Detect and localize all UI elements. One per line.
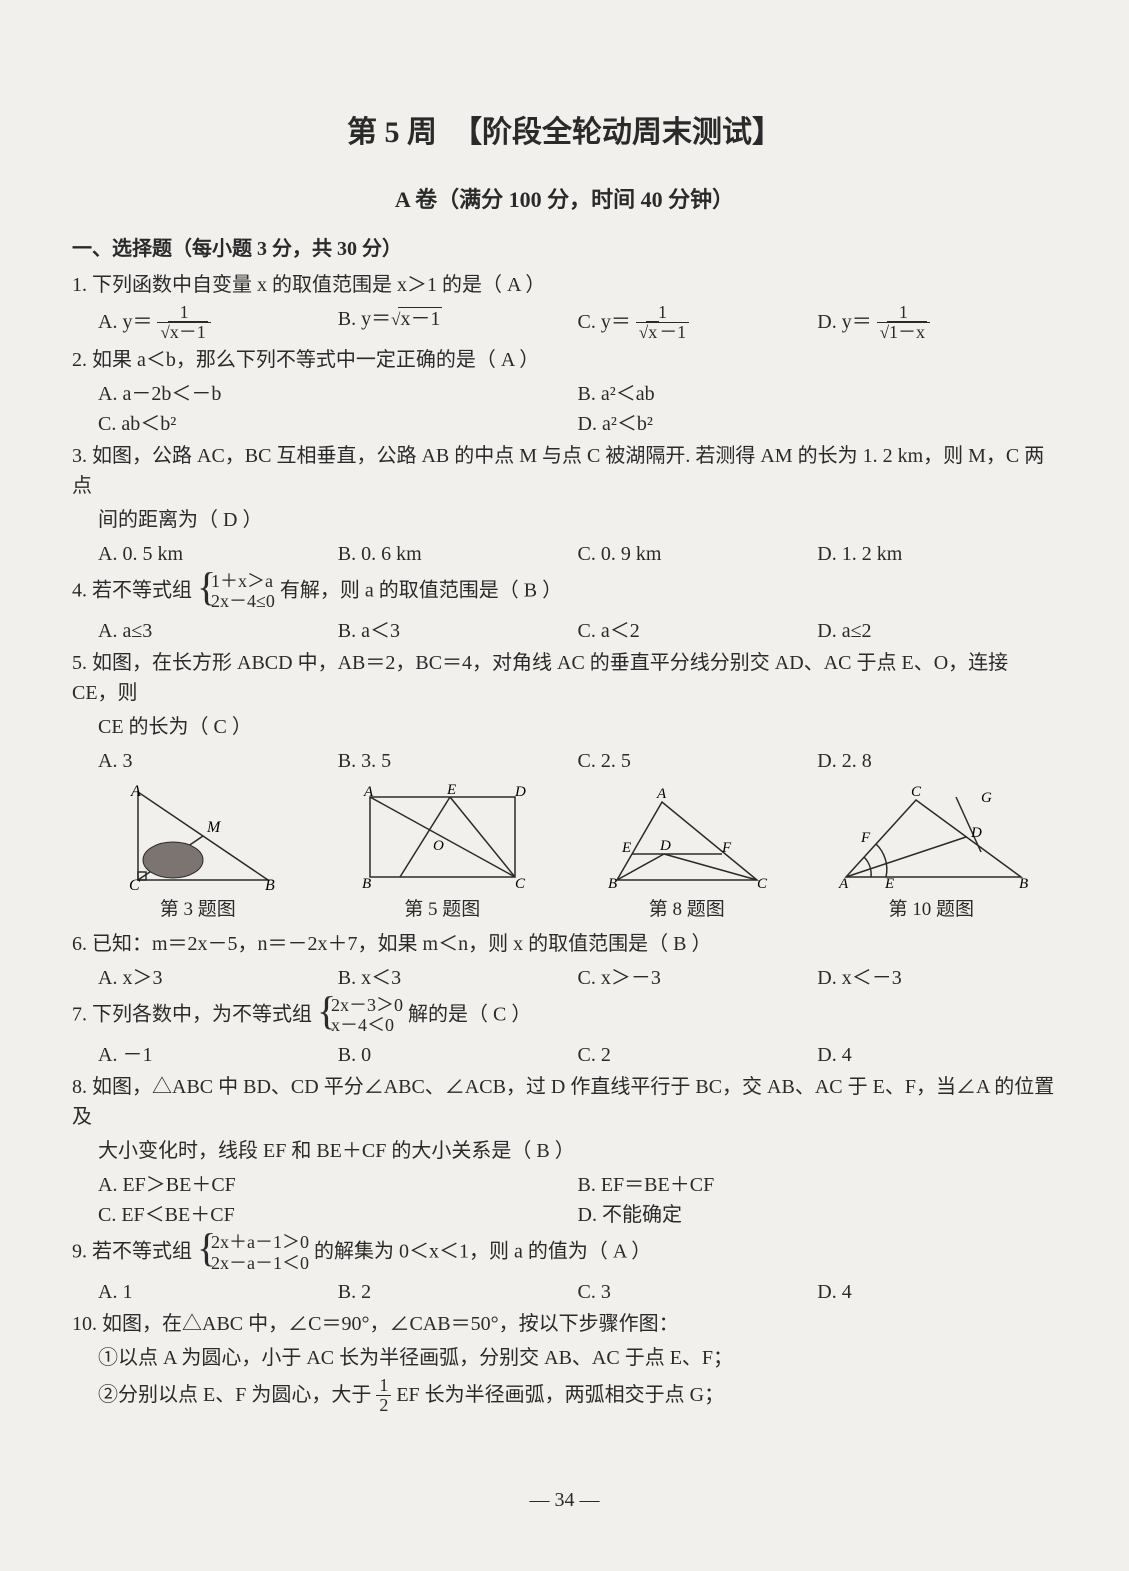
fig-q5: A E D B C O 第 5 题图 <box>326 782 558 925</box>
q9-opt-b: B. 2 <box>338 1277 578 1307</box>
q3-opt-c: C. 0. 9 km <box>578 539 818 569</box>
q2-options: A. a－2b＜－b B. a²＜ab C. ab＜b² D. a²＜b² <box>72 379 1057 439</box>
q1-opt-d: D. y＝ 11－x <box>817 304 1057 343</box>
q7-opt-d: D. 4 <box>817 1040 1057 1070</box>
q5-opt-d: D. 2. 8 <box>817 746 1057 776</box>
q9-options: A. 1 B. 2 C. 3 D. 4 <box>72 1277 1057 1307</box>
q4-opt-d: D. a≤2 <box>817 616 1057 646</box>
q10-stem: 10. 如图，在△ABC 中，∠C＝90°，∠CAB＝50°，按以下步骤作图： <box>72 1309 1057 1339</box>
q7-opt-c: C. 2 <box>578 1040 818 1070</box>
q6-opt-c: C. x＞－3 <box>578 963 818 993</box>
q6-options: A. x＞3 B. x＜3 C. x＞－3 D. x＜－3 <box>72 963 1057 993</box>
q3-stem-l1: 3. 如图，公路 AC，BC 互相垂直，公路 AB 的中点 M 与点 C 被湖隔… <box>72 441 1057 501</box>
fig-q8: A B C E D F 第 8 题图 <box>571 782 803 925</box>
svg-text:C: C <box>757 876 768 892</box>
q7-options: A. －1 B. 0 C. 2 D. 4 <box>72 1040 1057 1070</box>
q8-stem-l2: 大小变化时，线段 EF 和 BE＋CF 的大小关系是（ B ） <box>72 1136 1057 1166</box>
q9-opt-c: C. 3 <box>578 1277 818 1307</box>
fig-q5-caption: 第 5 题图 <box>326 896 558 925</box>
q4-options: A. a≤3 B. a＜3 C. a＜2 D. a≤2 <box>72 616 1057 646</box>
fig-q3: A C B M 第 3 题图 <box>82 782 314 925</box>
q4-opt-c: C. a＜2 <box>578 616 818 646</box>
q7-opt-b: B. 0 <box>338 1040 578 1070</box>
q6-opt-d: D. x＜－3 <box>817 963 1057 993</box>
q2-opt-c: C. ab＜b² <box>98 409 578 439</box>
page-footer: — 34 — <box>0 1485 1129 1515</box>
svg-text:B: B <box>1019 876 1028 892</box>
q7-stem: 7. 下列各数中，为不等式组 2x－3＞0x－4＜0 解的是（ C ） <box>72 995 1057 1036</box>
fig-q8-caption: 第 8 题图 <box>571 896 803 925</box>
q9-stem: 9. 若不等式组 2x＋a－1＞02x－a－1＜0 的解集为 0＜x＜1，则 a… <box>72 1232 1057 1273</box>
q7-opt-a: A. －1 <box>98 1040 338 1070</box>
q6-stem: 6. 已知：m＝2x－5，n＝－2x＋7，如果 m＜n，则 x 的取值范围是（ … <box>72 929 1057 959</box>
q5-opt-b: B. 3. 5 <box>338 746 578 776</box>
q2-opt-a: A. a－2b＜－b <box>98 379 578 409</box>
q5-stem-l2: CE 的长为（ C ） <box>72 712 1057 742</box>
fig-q10-caption: 第 10 题图 <box>815 896 1047 925</box>
q1-options: A. y＝ 1x－1 B. y＝x－1 C. y＝ 1x－1 D. y＝ 11－… <box>72 304 1057 343</box>
svg-text:C: C <box>515 876 526 892</box>
svg-text:M: M <box>206 819 222 836</box>
q4-opt-a: A. a≤3 <box>98 616 338 646</box>
q1-opt-c: C. y＝ 1x－1 <box>578 304 818 343</box>
q2-opt-b: B. a²＜ab <box>578 379 1058 409</box>
svg-text:D: D <box>970 825 982 841</box>
svg-text:A: A <box>363 784 374 800</box>
q3-stem-l2: 间的距离为（ D ） <box>72 505 1057 535</box>
q4-opt-b: B. a＜3 <box>338 616 578 646</box>
q1-stem: 1. 下列函数中自变量 x 的取值范围是 x＞1 的是（ A ） <box>72 270 1057 300</box>
q10-step1: ①以点 A 为圆心，小于 AC 长为半径画弧，分别交 AB、AC 于点 E、F； <box>72 1343 1057 1373</box>
q3-options: A. 0. 5 km B. 0. 6 km C. 0. 9 km D. 1. 2… <box>72 539 1057 569</box>
q8-opt-d: D. 不能确定 <box>578 1200 1058 1230</box>
q5-opt-a: A. 3 <box>98 746 338 776</box>
svg-text:D: D <box>514 784 526 800</box>
fig-q10: A B C D E F G 第 10 题图 <box>815 782 1047 925</box>
q8-stem-l1: 8. 如图，△ABC 中 BD、CD 平分∠ABC、∠ACB，过 D 作直线平行… <box>72 1072 1057 1132</box>
q8-opt-a: A. EF＞BE＋CF <box>98 1170 578 1200</box>
svg-text:B: B <box>608 876 617 892</box>
q5-opt-c: C. 2. 5 <box>578 746 818 776</box>
q3-opt-b: B. 0. 6 km <box>338 539 578 569</box>
q10-step2: ②分别以点 E、F 为圆心，大于 12 EF 长为半径画弧，两弧相交于点 G； <box>72 1377 1057 1416</box>
q5-stem-l1: 5. 如图，在长方形 ABCD 中，AB＝2，BC＝4，对角线 AC 的垂直平分… <box>72 648 1057 708</box>
section-1-heading: 一、选择题（每小题 3 分，共 30 分） <box>72 234 1057 264</box>
q9-opt-a: A. 1 <box>98 1277 338 1307</box>
subtitle: A 卷（满分 100 分，时间 40 分钟） <box>72 183 1057 216</box>
svg-text:C: C <box>129 877 140 892</box>
svg-text:B: B <box>362 876 371 892</box>
q9-opt-d: D. 4 <box>817 1277 1057 1307</box>
q6-opt-b: B. x＜3 <box>338 963 578 993</box>
q1-opt-a: A. y＝ 1x－1 <box>98 304 338 343</box>
page-title: 第 5 周 【阶段全轮动周末测试】 <box>72 110 1057 155</box>
svg-text:A: A <box>838 876 849 892</box>
q4-stem: 4. 若不等式组 1＋x＞a2x－4≤0 有解，则 a 的取值范围是（ B ） <box>72 571 1057 612</box>
svg-text:E: E <box>884 876 894 892</box>
svg-text:F: F <box>721 840 732 856</box>
svg-text:E: E <box>446 782 456 798</box>
figure-row: A C B M 第 3 题图 A E D B C O <box>82 782 1047 925</box>
svg-text:G: G <box>981 790 992 806</box>
q3-opt-a: A. 0. 5 km <box>98 539 338 569</box>
svg-text:D: D <box>659 838 671 854</box>
svg-text:F: F <box>860 830 871 846</box>
svg-text:A: A <box>656 786 667 802</box>
q2-opt-d: D. a²＜b² <box>578 409 1058 439</box>
q1-opt-b: B. y＝x－1 <box>338 304 578 343</box>
svg-text:B: B <box>265 877 275 892</box>
q8-opt-c: C. EF＜BE＋CF <box>98 1200 578 1230</box>
q2-stem: 2. 如果 a＜b，那么下列不等式中一定正确的是（ A ） <box>72 345 1057 375</box>
svg-text:O: O <box>433 838 444 854</box>
q5-options: A. 3 B. 3. 5 C. 2. 5 D. 2. 8 <box>72 746 1057 776</box>
q8-options: A. EF＞BE＋CF B. EF＝BE＋CF C. EF＜BE＋CF D. 不… <box>72 1170 1057 1230</box>
svg-text:C: C <box>911 784 922 800</box>
svg-text:A: A <box>130 783 141 800</box>
q8-opt-b: B. EF＝BE＋CF <box>578 1170 1058 1200</box>
svg-text:E: E <box>621 840 631 856</box>
q6-opt-a: A. x＞3 <box>98 963 338 993</box>
fig-q3-caption: 第 3 题图 <box>82 896 314 925</box>
q3-opt-d: D. 1. 2 km <box>817 539 1057 569</box>
